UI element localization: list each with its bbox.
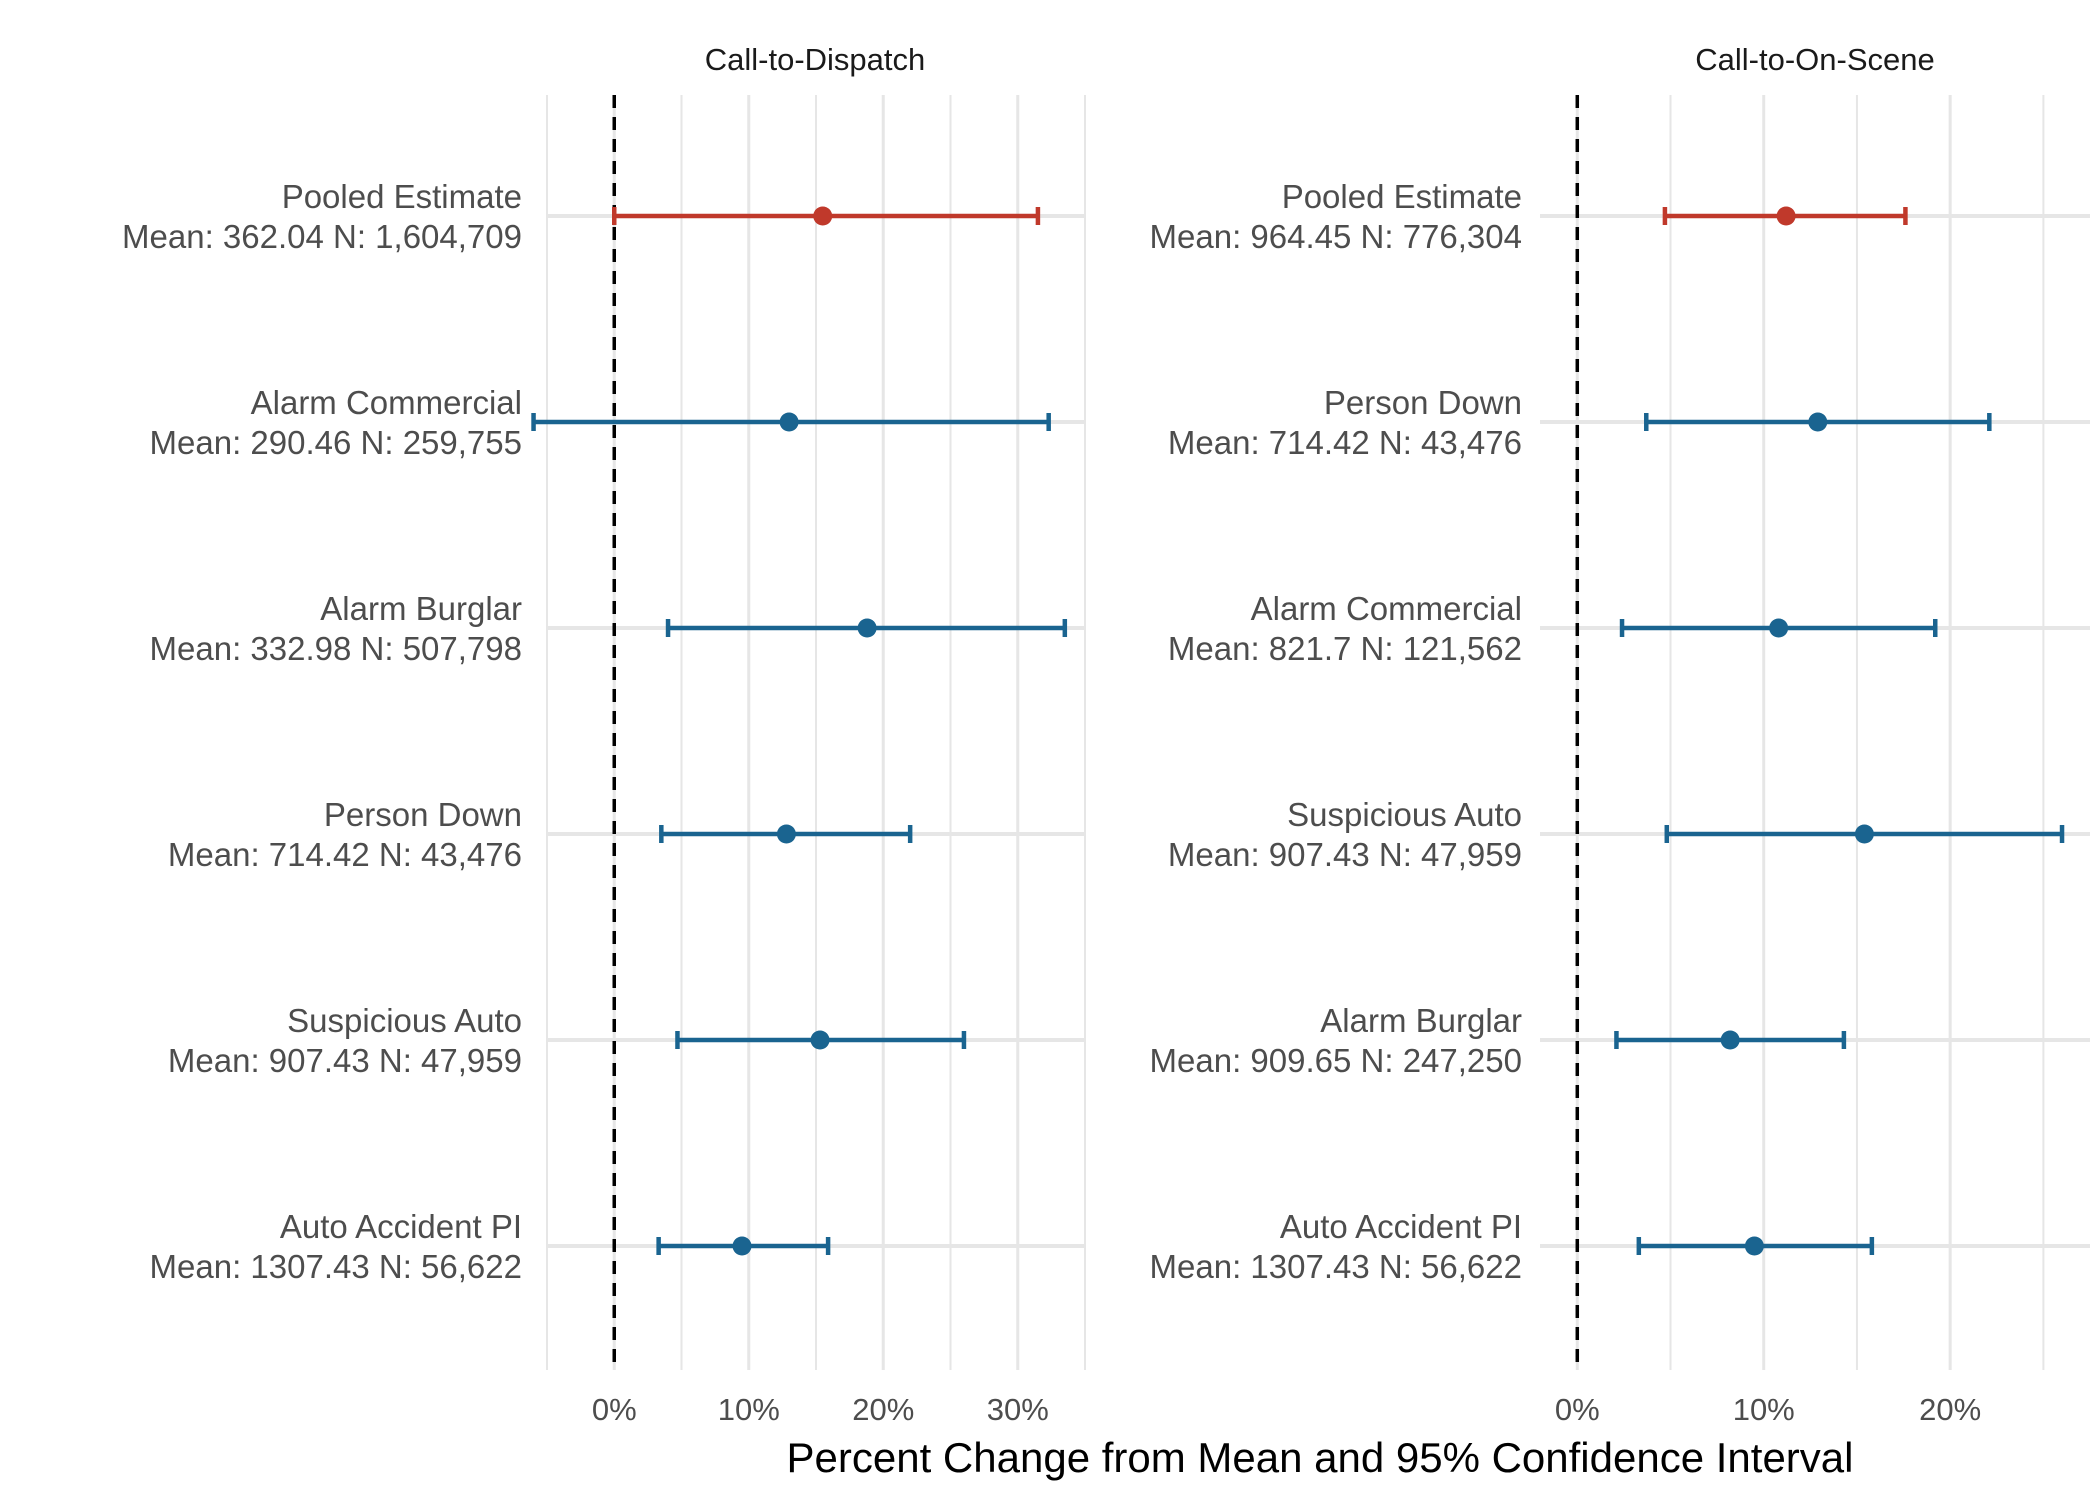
row-label: Auto Accident PI [1280,1208,1522,1245]
point-estimate [732,1236,752,1256]
row-stats: Mean: 964.45 N: 776,304 [1150,218,1522,255]
point-estimate [810,1030,830,1050]
point-estimate [1769,618,1789,638]
row-stats: Mean: 907.43 N: 47,959 [168,1042,522,1079]
row-label: Person Down [1324,384,1522,421]
point-estimate [1776,206,1796,226]
x-tick-label: 10% [718,1392,780,1427]
point-estimate [1744,1236,1764,1256]
row-label: Alarm Burglar [1320,1002,1522,1039]
row-stats: Mean: 290.46 N: 259,755 [150,424,522,461]
x-tick-label: 20% [852,1392,914,1427]
point-estimate [1720,1030,1740,1050]
x-tick-label: 10% [1733,1392,1795,1427]
row-label: Suspicious Auto [287,1002,522,1039]
row-stats: Mean: 909.65 N: 247,250 [1150,1042,1522,1079]
x-axis-title: Percent Change from Mean and 95% Confide… [787,1434,1854,1481]
panel-title: Call-to-Dispatch [705,42,926,77]
row-label: Alarm Burglar [320,590,522,627]
row-stats: Mean: 1307.43 N: 56,622 [150,1248,522,1285]
point-estimate [813,206,833,226]
x-tick-label: 20% [1919,1392,1981,1427]
row-stats: Mean: 821.7 N: 121,562 [1168,630,1522,667]
x-tick-label: 0% [592,1392,637,1427]
point-estimate [776,824,796,844]
point-estimate [1808,412,1828,432]
row-label: Pooled Estimate [282,178,522,215]
row-stats: Mean: 714.42 N: 43,476 [1168,424,1522,461]
point-estimate [1854,824,1874,844]
row-label: Alarm Commercial [1251,590,1522,627]
row-label: Auto Accident PI [280,1208,522,1245]
row-stats: Mean: 907.43 N: 47,959 [1168,836,1522,873]
point-estimate [857,618,877,638]
row-label: Person Down [324,796,522,833]
row-stats: Mean: 1307.43 N: 56,622 [1150,1248,1522,1285]
x-tick-label: 30% [987,1392,1049,1427]
row-label: Suspicious Auto [1287,796,1522,833]
row-stats: Mean: 714.42 N: 43,476 [168,836,522,873]
row-label: Pooled Estimate [1282,178,1522,215]
row-stats: Mean: 332.98 N: 507,798 [150,630,522,667]
row-stats: Mean: 362.04 N: 1,604,709 [122,218,522,255]
row-label: Alarm Commercial [251,384,522,421]
point-estimate [779,412,799,432]
panel-title: Call-to-On-Scene [1695,42,1934,77]
x-tick-label: 0% [1555,1392,1600,1427]
